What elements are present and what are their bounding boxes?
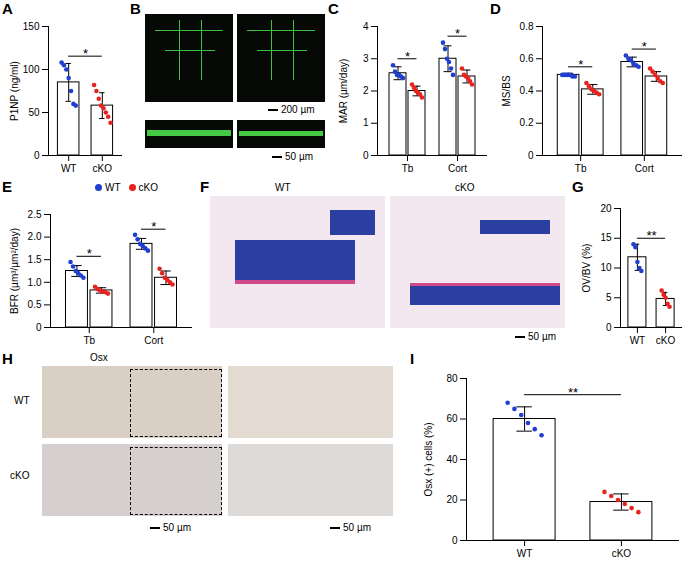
svg-text:0: 0 — [34, 150, 40, 161]
html-text:cKO: cKO — [455, 182, 475, 193]
svg-text:Tb: Tb — [83, 335, 95, 346]
svg-text:WT: WT — [630, 335, 646, 346]
svg-text:2: 2 — [363, 85, 369, 96]
html-text:A: A — [2, 0, 13, 17]
svg-text:0.6: 0.6 — [520, 53, 534, 64]
svg-text:0: 0 — [606, 322, 612, 333]
svg-text:5: 5 — [606, 292, 612, 303]
html-text:C: C — [328, 0, 339, 17]
html-text:WT: WT — [14, 395, 30, 406]
svg-text:WT: WT — [517, 548, 533, 559]
html-text:B: B — [130, 0, 141, 17]
html-text:50 µm: 50 µm — [285, 151, 313, 162]
html-text:WT: WT — [105, 182, 121, 193]
svg-text:Tb: Tb — [402, 163, 414, 174]
svg-text:0.8: 0.8 — [520, 21, 534, 32]
html-text:cKO: cKO — [10, 470, 30, 481]
svg-text:MS/BS: MS/BS — [501, 75, 512, 106]
svg-text:cKO: cKO — [656, 335, 676, 346]
svg-text:*: * — [87, 246, 92, 261]
svg-text:MAR (µm/day): MAR (µm/day) — [338, 59, 349, 124]
svg-text:Cort: Cort — [635, 163, 654, 174]
html-text:F: F — [200, 178, 210, 195]
svg-text:P1NP (ng/ml): P1NP (ng/ml) — [9, 61, 20, 121]
svg-text:OV/BV (%): OV/BV (%) — [581, 244, 592, 293]
svg-text:Osx (+) cells (%): Osx (+) cells (%) — [423, 422, 434, 496]
svg-text:Cort: Cort — [448, 163, 467, 174]
svg-text:cKO: cKO — [93, 163, 113, 174]
svg-text:20: 20 — [600, 203, 612, 214]
svg-text:**: ** — [568, 385, 578, 400]
svg-text:3: 3 — [363, 53, 369, 64]
svg-text:*: * — [83, 46, 88, 61]
svg-text:0.2: 0.2 — [520, 117, 534, 128]
svg-text:*: * — [455, 26, 460, 41]
svg-text:20: 20 — [446, 494, 458, 505]
html-text:cKO: cKO — [138, 182, 158, 193]
svg-text:WT: WT — [61, 163, 77, 174]
html-text:G: G — [572, 178, 584, 195]
svg-text:80: 80 — [446, 373, 458, 384]
svg-text:0: 0 — [36, 322, 42, 333]
html-text:Osx: Osx — [90, 352, 108, 363]
svg-text:*: * — [151, 219, 156, 234]
svg-text:cKO: cKO — [612, 548, 632, 559]
svg-text:2.5: 2.5 — [28, 209, 42, 220]
html-text:50 µm: 50 µm — [163, 522, 191, 533]
svg-text:*: * — [405, 49, 410, 64]
svg-text:Cort: Cort — [144, 335, 163, 346]
html-text:50 µm: 50 µm — [528, 331, 556, 342]
svg-text:1.0: 1.0 — [28, 277, 42, 288]
svg-text:15: 15 — [600, 232, 612, 243]
svg-text:100: 100 — [23, 64, 40, 75]
svg-text:*: * — [642, 39, 647, 54]
html-text:H: H — [2, 350, 13, 367]
svg-text:0: 0 — [452, 535, 458, 546]
html-text:WT: WT — [275, 182, 291, 193]
svg-text:0: 0 — [363, 150, 369, 161]
svg-text:1: 1 — [363, 117, 369, 128]
html-text:I: I — [410, 350, 415, 367]
svg-text:0: 0 — [528, 150, 534, 161]
svg-text:40: 40 — [446, 454, 458, 465]
svg-text:*: * — [578, 57, 583, 72]
svg-text:BFR (µm³/µm²/day): BFR (µm³/µm²/day) — [9, 228, 20, 314]
svg-text:50: 50 — [28, 107, 40, 118]
svg-text:10: 10 — [600, 262, 612, 273]
svg-text:1.5: 1.5 — [28, 254, 42, 265]
html-text:200 µm: 200 µm — [281, 104, 315, 115]
svg-text:0.4: 0.4 — [520, 85, 534, 96]
svg-text:2.0: 2.0 — [28, 231, 42, 242]
html-text:D: D — [490, 0, 501, 17]
svg-text:150: 150 — [23, 21, 40, 32]
html-text:50 µm: 50 µm — [343, 522, 371, 533]
svg-text:60: 60 — [446, 413, 458, 424]
svg-text:4: 4 — [363, 21, 369, 32]
html-text:E: E — [2, 178, 12, 195]
svg-text:**: ** — [646, 228, 656, 243]
svg-text:Tb: Tb — [575, 163, 587, 174]
svg-text:0.5: 0.5 — [28, 299, 42, 310]
